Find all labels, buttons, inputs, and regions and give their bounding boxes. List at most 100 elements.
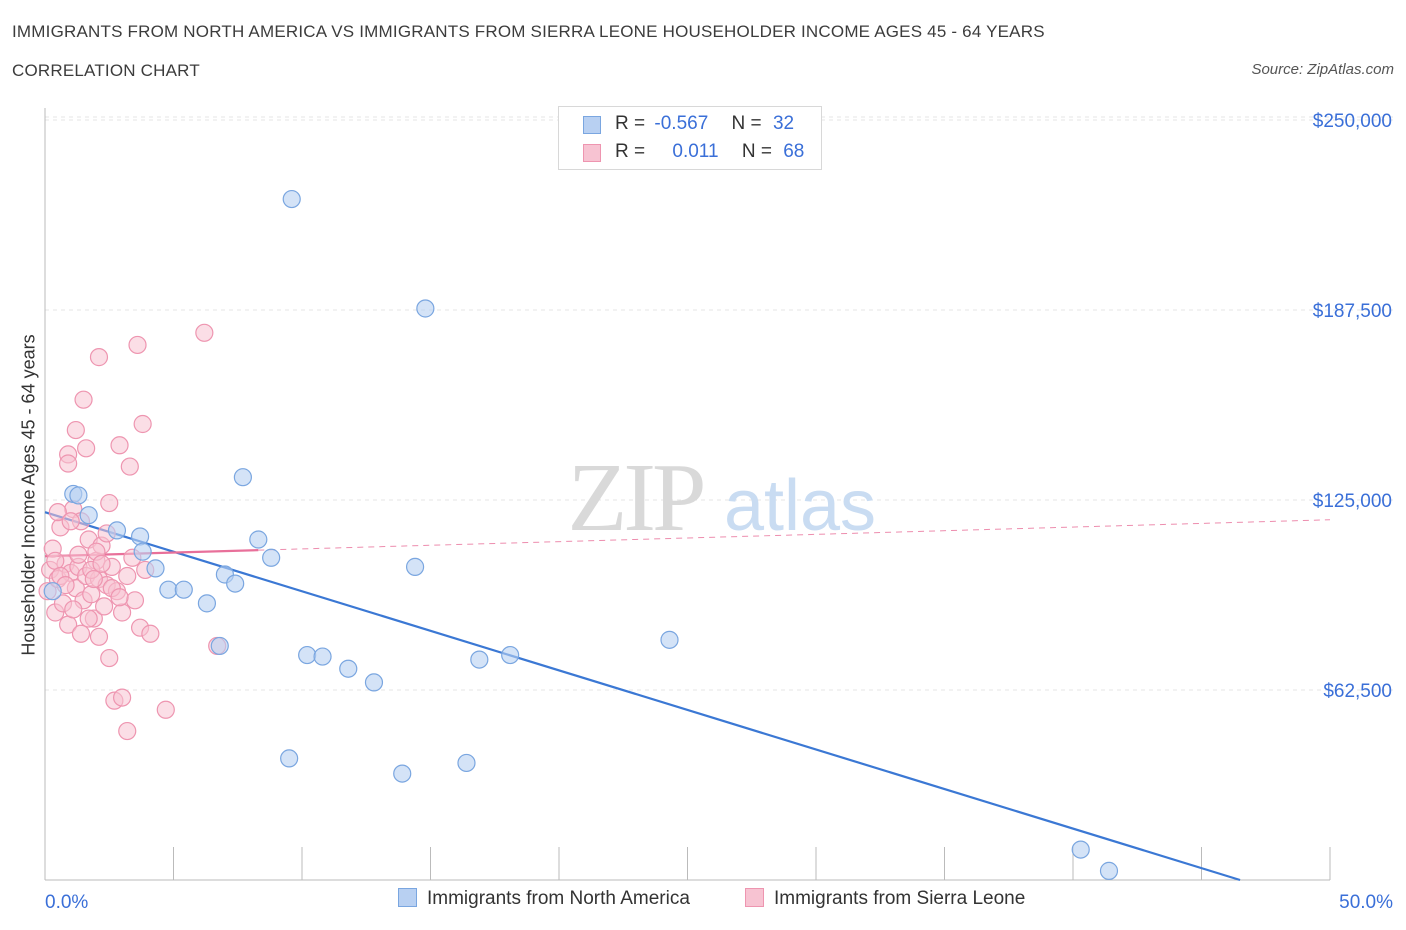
north-america-point (501, 645, 520, 665)
tick-labels: $62,500 $125,000 $187,500 $250,000 0.0% 50.0% (45, 111, 1393, 913)
north-america-point (405, 557, 425, 576)
north-america-point (69, 486, 88, 505)
north-america-point (43, 582, 62, 601)
bottom-legend-sierra-leone: Immigrants from Sierra Leone (745, 888, 1025, 910)
sierra-leone-trend-extension (258, 519, 1331, 551)
trend-lines (44, 511, 1331, 882)
north-america-point (470, 650, 489, 669)
north-america-point (130, 527, 150, 546)
north-america-point (364, 673, 384, 692)
chart-subtitle: CORRELATION CHART (12, 61, 200, 80)
sierra-leone-point (100, 648, 119, 668)
north-america-point (146, 559, 165, 578)
legend-r-label: R = (615, 113, 646, 134)
north-america-point (282, 189, 301, 209)
sierra-leone-point (125, 591, 145, 610)
y-tick-label: $250,000 (1313, 111, 1392, 132)
sierra-leone-point (46, 551, 65, 570)
y-tick-label: $125,000 (1313, 491, 1392, 512)
sierra-leone-point (48, 503, 67, 522)
sierra-leone-point (64, 600, 83, 619)
sierra-leone-point (133, 414, 152, 434)
sierra-leone-point (71, 624, 91, 643)
north-america-point (339, 659, 358, 678)
x-tick-label: 50.0% (1339, 892, 1393, 913)
north-america-trend-line (44, 511, 1241, 882)
north-america-point (313, 647, 332, 666)
sierra-leone-point (77, 439, 96, 458)
y-tick-label: $187,500 (1313, 301, 1392, 322)
legend-r-value: -0.567 (654, 113, 709, 134)
sierra-leone-point (89, 627, 109, 646)
watermark: ZIP atlas (568, 444, 877, 552)
north-america-point (233, 468, 252, 487)
sierra-leone-point (82, 585, 101, 604)
north-america-point (174, 580, 193, 599)
series-sierra-leone-points (38, 323, 227, 741)
north-america-point (79, 506, 98, 525)
bottom-legend-label: Immigrants from Sierra Leone (774, 888, 1026, 909)
north-america-point (159, 580, 178, 599)
north-america-point (197, 594, 217, 613)
y-tick-label: $62,500 (1323, 681, 1392, 702)
sierra-leone-point (118, 721, 137, 741)
north-america-point (133, 542, 152, 561)
legend-n-label: N = (731, 113, 762, 134)
bottom-legend-swatch-blue (398, 888, 417, 907)
north-america-point (660, 630, 679, 649)
north-america-point (1099, 861, 1119, 880)
north-america-point (416, 299, 435, 318)
sierra-leone-point (84, 569, 103, 589)
bottom-legend-north-america: Immigrants from North America (398, 888, 690, 910)
north-america-point (249, 530, 268, 549)
north-america-point (262, 548, 281, 567)
north-america-point (107, 521, 127, 540)
sierra-leone-point (118, 566, 137, 586)
north-america-point (210, 636, 229, 656)
watermark-zip: ZIP (568, 444, 703, 552)
x-tick-label: 0.0% (45, 892, 88, 913)
sierra-leone-point (141, 624, 160, 643)
sierra-leone-point (110, 588, 129, 607)
legend-n-value: 68 (783, 141, 805, 162)
sierra-leone-point (74, 390, 93, 409)
north-america-point (280, 749, 299, 768)
legend-swatch-blue (583, 116, 601, 134)
source-label: Source: ZipAtlas.com (1251, 61, 1394, 78)
sierra-leone-point (79, 609, 98, 628)
y-axis-label: Householder Income Ages 45 - 64 years (18, 334, 39, 656)
sierra-leone-point (110, 436, 129, 455)
series-north-america-points (43, 189, 1119, 880)
watermark-atlas: atlas (724, 466, 876, 546)
legend-swatch-pink (583, 144, 601, 162)
north-america-point (393, 764, 412, 783)
sierra-leone-point (128, 335, 147, 355)
chart-title: IMMIGRANTS FROM NORTH AMERICA VS IMMIGRA… (12, 22, 1045, 41)
legend-r-value: 0.011 (672, 141, 719, 162)
legend-r-label: R = (615, 141, 646, 162)
legend-n-value: 32 (772, 113, 795, 134)
sierra-leone-point (195, 323, 214, 342)
sierra-leone-point (89, 348, 109, 367)
sierra-leone-point (61, 512, 80, 531)
sierra-leone-point (156, 700, 175, 719)
correlation-legend: R = -0.567 N = 32 R = 0.011 N = 68 (558, 106, 822, 170)
north-america-point (298, 645, 317, 665)
sierra-leone-point (66, 420, 85, 440)
north-america-point (226, 574, 245, 593)
legend-n-label: N = (741, 141, 772, 162)
sierra-leone-point (112, 688, 132, 707)
bottom-legend-label: Immigrants from North America (427, 888, 690, 909)
sierra-leone-point (100, 493, 119, 513)
grid-lines (45, 116, 1395, 691)
sierra-leone-point (112, 603, 132, 622)
sierra-leone-point (69, 545, 88, 564)
north-america-point (457, 753, 476, 773)
sierra-leone-point (92, 554, 111, 573)
north-america-point (1071, 840, 1090, 859)
sierra-leone-point (120, 457, 139, 476)
sierra-leone-point (59, 454, 78, 473)
sierra-leone-point (95, 597, 114, 616)
bottom-legend-swatch-pink (745, 888, 764, 907)
